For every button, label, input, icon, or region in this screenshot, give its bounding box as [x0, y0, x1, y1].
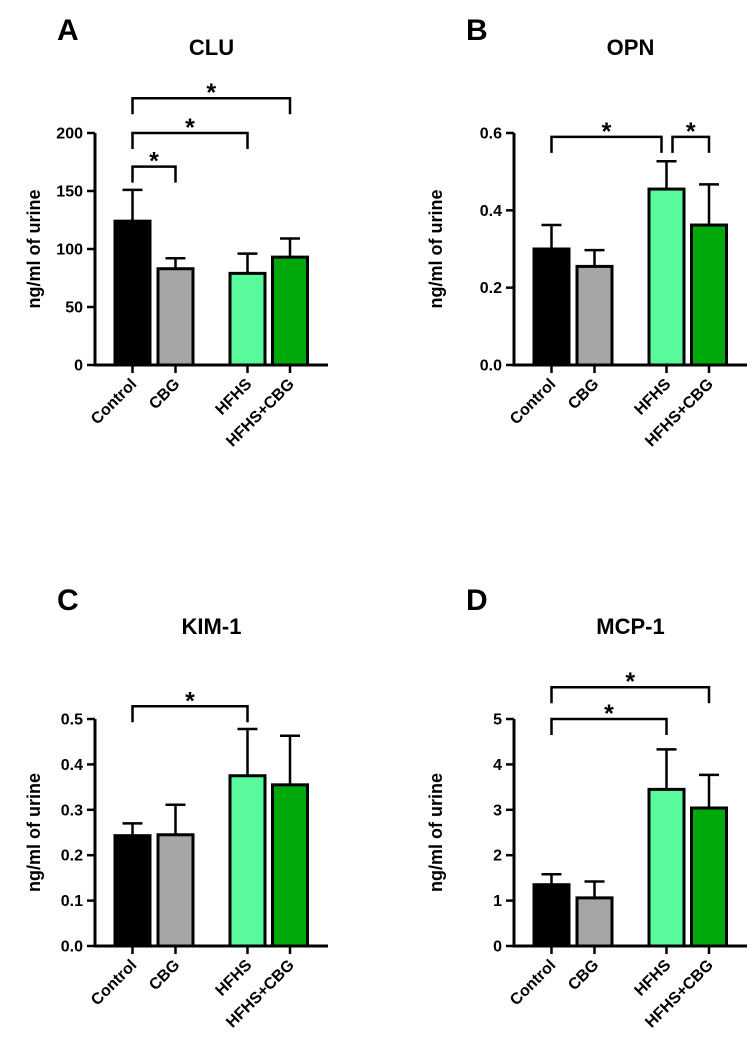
bar-hfhs-cbg: [271, 783, 309, 948]
panel-c-chart: C KIM-1 ng/ml of urine 0.0 0.1 0.2 0.3 0.4 0.5 Co…: [24, 584, 328, 1031]
panel-letter: C: [57, 584, 79, 617]
y-tick-label: 0.4: [480, 203, 502, 220]
significance-bracket: [131, 131, 249, 149]
panel-a-chart: A CLU ng/ml of urine 0 50 100 150 200 Control CBG…: [24, 14, 328, 450]
x-category-label: Control: [88, 376, 140, 428]
x-category-label: Control: [507, 957, 559, 1009]
bar-control: [532, 247, 571, 367]
panel-b-chart: B OPN ng/ml of urine 0.0 0.2 0.4 0.6 Control CBG…: [426, 14, 747, 450]
y-tick-label: 0.0: [61, 939, 83, 956]
significance-bracket: [131, 96, 292, 115]
panel-letter: A: [57, 14, 79, 47]
bar-cbg: [156, 267, 195, 367]
y-tick-label: 0.2: [61, 848, 83, 865]
panel-d-mcp1: D MCP-1 ng/ml of urine 0 1 2 3 4 5 Control CBG HFHS…: [376, 522, 752, 1044]
panel-c-kim1: C KIM-1 ng/ml of urine 0.0 0.1 0.2 0.3 0.4 0.5 Co…: [0, 522, 376, 1044]
panel-a-clu: A CLU ng/ml of urine 0 50 100 150 200 Control CBG…: [0, 0, 376, 522]
significance-asterisk: *: [625, 668, 635, 696]
significance-asterisk: *: [149, 148, 159, 176]
y-tick-label: 0.6: [480, 126, 502, 143]
x-category-label: Control: [88, 957, 140, 1009]
y-tick-label: 1: [493, 893, 502, 910]
y-axis-label: ng/ml of urine: [24, 773, 44, 892]
chart-title: CLU: [189, 35, 234, 60]
y-tick-label: 0.5: [61, 712, 83, 729]
x-category-label: CBG: [146, 376, 183, 413]
significance-asterisk: *: [206, 79, 216, 107]
bar-hfhs: [647, 187, 686, 367]
panel-letter: D: [466, 584, 488, 617]
significance-asterisk: *: [602, 118, 612, 146]
y-tick-label: 3: [493, 802, 502, 819]
bar-cbg: [575, 264, 614, 367]
y-tick-label: 0.2: [480, 280, 502, 297]
significance-bracket: [550, 717, 668, 735]
significance-bracket: [131, 165, 177, 183]
y-axis-label: ng/ml of urine: [24, 190, 44, 309]
y-tick-label: 0: [74, 358, 83, 375]
x-category-label: CBG: [146, 957, 183, 994]
y-tick-label: 0.4: [61, 757, 83, 774]
y-tick-label: 200: [56, 126, 83, 143]
y-tick-label: 0.1: [61, 893, 83, 910]
significance-asterisk: *: [185, 687, 195, 715]
significance-asterisk: *: [686, 118, 696, 146]
x-category-label: CBG: [565, 957, 602, 994]
y-tick-label: 0: [493, 939, 502, 956]
y-tick-label: 5: [493, 712, 502, 729]
y-tick-label: 150: [56, 184, 83, 201]
bar-control: [532, 883, 571, 948]
bar-control: [113, 834, 152, 948]
x-category-label: CBG: [565, 376, 602, 413]
significance-bracket: [131, 705, 249, 723]
y-tick-label: 2: [493, 848, 502, 865]
y-tick-label: 4: [493, 757, 502, 774]
chart-title: MCP-1: [596, 614, 664, 639]
chart-title: OPN: [607, 35, 655, 60]
y-axis-label: ng/ml of urine: [426, 190, 446, 309]
y-tick-label: 100: [56, 242, 83, 259]
bar-hfhs-cbg: [690, 806, 728, 948]
bar-hfhs: [228, 774, 267, 948]
chart-title: KIM-1: [182, 614, 242, 639]
x-category-label: Control: [507, 376, 559, 428]
bar-cbg: [156, 833, 195, 948]
panel-b-opn: B OPN ng/ml of urine 0.0 0.2 0.4 0.6 Control CBG…: [376, 0, 752, 522]
y-tick-label: 0.3: [61, 802, 83, 819]
bar-cbg: [575, 896, 614, 948]
bar-control: [113, 219, 152, 367]
significance-bracket: [671, 135, 711, 153]
bar-hfhs-cbg: [271, 255, 309, 367]
significance-bracket: [550, 685, 711, 704]
bar-hfhs-cbg: [690, 223, 728, 367]
bar-hfhs: [647, 787, 686, 948]
significance-asterisk: *: [185, 114, 195, 142]
bar-hfhs: [228, 271, 267, 367]
y-tick-label: 0.0: [480, 358, 502, 375]
significance-bracket: [550, 135, 663, 153]
significance-asterisk: *: [604, 700, 614, 728]
y-axis-label: ng/ml of urine: [426, 773, 446, 892]
y-tick-label: 50: [65, 300, 83, 317]
panel-letter: B: [466, 14, 488, 47]
